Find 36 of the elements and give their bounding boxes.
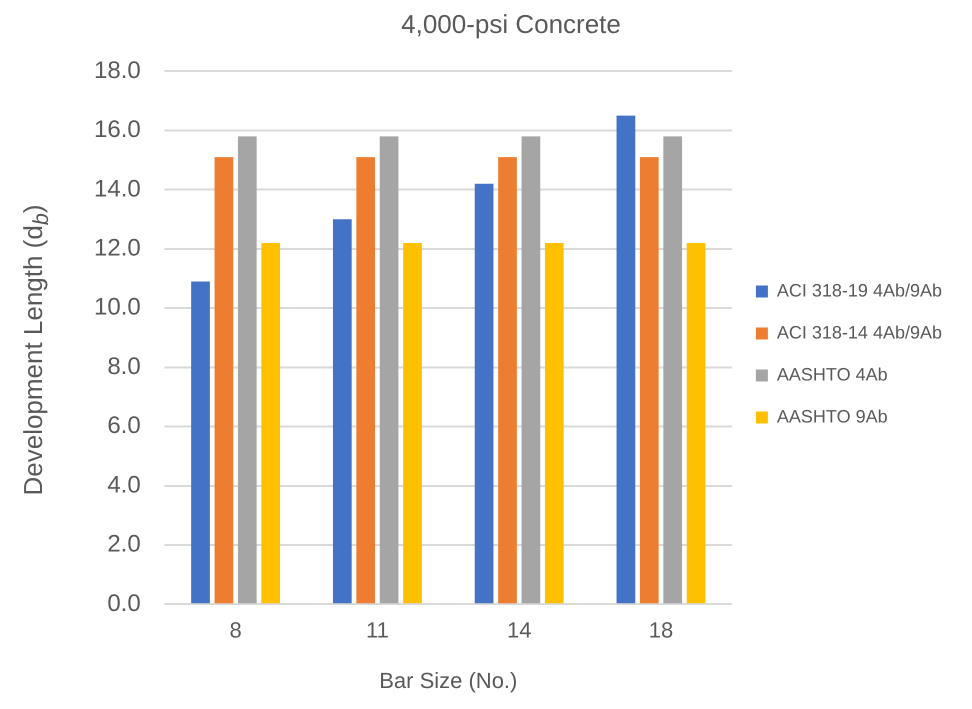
bar xyxy=(522,136,540,604)
bar xyxy=(498,157,517,604)
legend-label: ACI 318-14 4Ab/9Ab xyxy=(776,322,942,342)
y-tick-label: 18.0 xyxy=(94,56,141,84)
bar xyxy=(214,157,234,604)
y-tick-label: 4.0 xyxy=(107,471,141,498)
bar xyxy=(403,242,422,604)
x-tick-label: 11 xyxy=(366,617,389,642)
bar xyxy=(261,242,280,604)
y-tick-label: 2.0 xyxy=(107,530,141,558)
bar xyxy=(474,184,494,604)
legend-label: AASHTO 4Ab xyxy=(776,364,888,384)
y-tick-label: 0.0 xyxy=(107,590,141,617)
bar xyxy=(356,157,376,604)
bar xyxy=(640,157,659,604)
y-tick-label: 12.0 xyxy=(94,234,141,262)
bar xyxy=(616,116,636,604)
y-tick-label: 16.0 xyxy=(94,116,141,144)
bar xyxy=(663,136,682,604)
y-tick-label: 10.0 xyxy=(94,294,141,321)
chart-title: 4,000-psi Concrete xyxy=(401,8,621,39)
bar xyxy=(544,242,564,604)
bar xyxy=(332,219,352,604)
x-tick-label: 18 xyxy=(648,617,674,642)
y-tick-label: 14.0 xyxy=(94,175,141,202)
legend-label: ACI 318-19 4Ab/9Ab xyxy=(776,280,942,300)
x-tick-label: 8 xyxy=(229,617,242,642)
bar xyxy=(686,242,706,604)
x-tick-label: 14 xyxy=(506,617,532,642)
bar xyxy=(238,136,257,604)
y-tick-label: 8.0 xyxy=(107,352,141,380)
legend-label: AASHTO 9Ab xyxy=(776,406,888,426)
bar xyxy=(380,136,398,604)
y-tick-label: 6.0 xyxy=(107,412,141,440)
x-axis-title: Bar Size (No.) xyxy=(379,668,518,693)
bar xyxy=(191,281,210,604)
